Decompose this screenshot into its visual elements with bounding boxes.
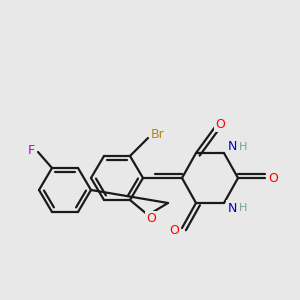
Text: O: O bbox=[146, 212, 156, 226]
Text: Br: Br bbox=[151, 128, 165, 142]
Text: F: F bbox=[27, 143, 34, 157]
Text: O: O bbox=[268, 172, 278, 184]
Text: N: N bbox=[227, 202, 237, 214]
Text: O: O bbox=[169, 224, 179, 238]
Text: H: H bbox=[239, 203, 247, 213]
Text: O: O bbox=[215, 118, 225, 130]
Text: N: N bbox=[227, 140, 237, 154]
Text: H: H bbox=[239, 142, 247, 152]
